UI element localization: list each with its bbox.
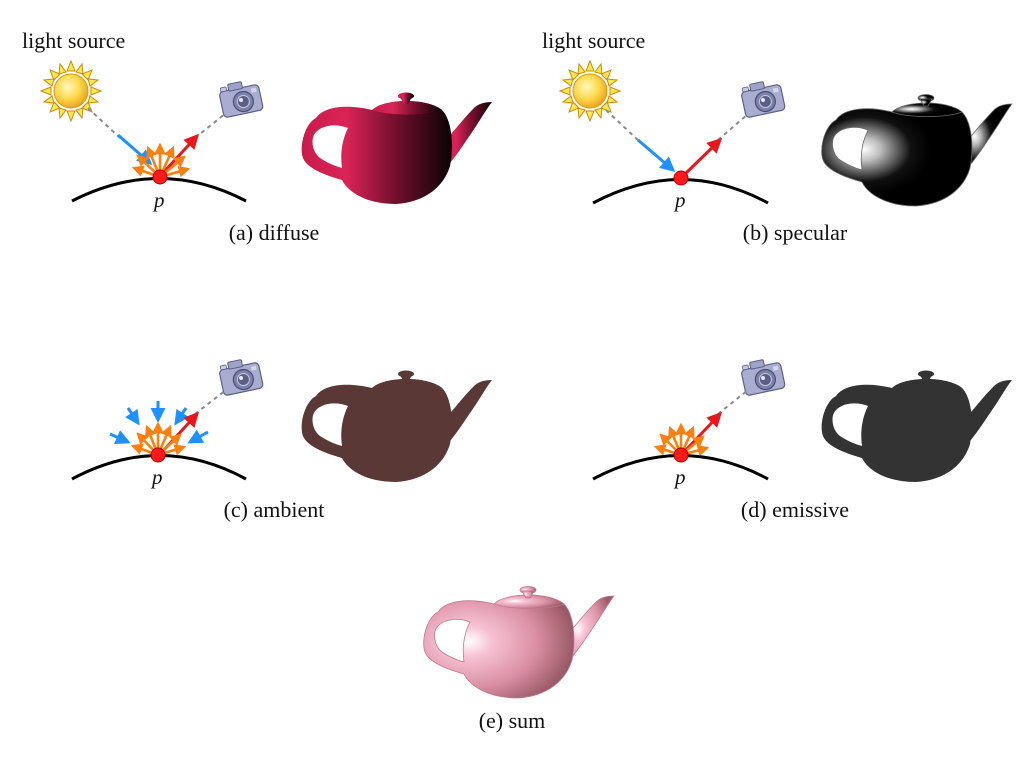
reflected-arrow — [682, 137, 723, 177]
incoming-light-arrow — [117, 133, 153, 165]
panel-sum: (e) sum — [423, 586, 615, 733]
panel-specular: light source p (b) specular — [542, 28, 1013, 245]
teapot-icon — [821, 94, 1013, 207]
dashed-camera-ray — [717, 389, 749, 415]
point-label-c: p — [150, 465, 163, 489]
light-source-label-a: light source — [22, 28, 125, 53]
surface-point — [152, 169, 168, 185]
panel-ambient: p (c) ambient — [71, 355, 492, 522]
camera-icon — [217, 77, 265, 119]
camera-icon — [217, 355, 265, 397]
teapot-icon — [423, 586, 615, 699]
reflected-arrow — [160, 133, 200, 176]
dashed-light-ray — [605, 109, 641, 143]
surface-point — [150, 447, 166, 463]
teapot-icon — [821, 370, 1012, 482]
dashed-light-ray — [87, 107, 121, 139]
caption-ambient: (c) ambient — [224, 497, 325, 522]
panel-emissive: p (d) emissive — [592, 355, 1012, 522]
camera-icon — [739, 355, 787, 397]
sun-icon — [40, 60, 102, 122]
caption-emissive: (d) emissive — [741, 497, 849, 522]
teapot-icon — [301, 92, 492, 204]
reflected-arrow — [682, 411, 723, 454]
dashed-camera-ray — [194, 112, 227, 139]
dashed-camera-ray — [194, 389, 227, 415]
surface-point — [673, 447, 689, 463]
dashed-camera-ray — [717, 113, 749, 141]
teapot-icon — [301, 370, 492, 482]
point-label-a: p — [152, 188, 165, 212]
caption-specular: (b) specular — [743, 220, 848, 245]
point-label-b: p — [673, 188, 686, 212]
panel-diffuse: light source p (a) diffuse — [22, 28, 492, 245]
ambient-incoming-arrows — [109, 401, 209, 444]
camera-icon — [739, 77, 787, 119]
point-label-d: p — [673, 465, 686, 489]
surface-point — [673, 170, 689, 186]
sun-icon — [559, 60, 621, 122]
incoming-light-arrow — [637, 138, 676, 172]
caption-sum: (e) sum — [479, 708, 546, 733]
caption-diffuse: (a) diffuse — [229, 220, 320, 245]
light-source-label-b: light source — [542, 28, 645, 53]
